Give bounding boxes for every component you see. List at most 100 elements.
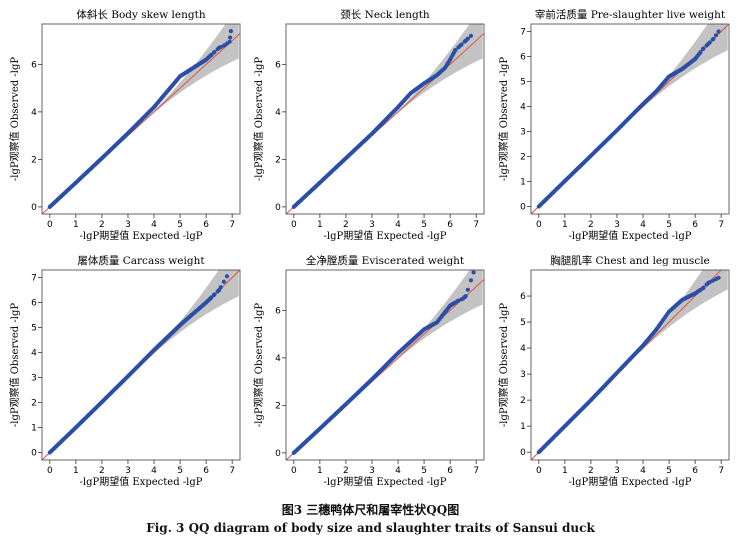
plot-area <box>286 24 484 214</box>
y-tick-label: 4 <box>31 108 37 118</box>
y-tick-label: 0 <box>520 448 526 458</box>
qq-panel: 0 1 2 3 4 5 6 7 0 1 2 3 4 5 6 胸腿肌率 Chest and leg muscle… <box>497 254 730 488</box>
x-tick-label: 3 <box>125 466 131 476</box>
figure-caption-en: Fig. 3 QQ diagram of body size and slaug… <box>146 521 595 535</box>
qq-point <box>713 277 719 282</box>
y-tick-label: 6 <box>275 60 281 70</box>
x-tick-label: 2 <box>343 220 349 230</box>
x-tick-label: 3 <box>369 220 375 230</box>
confidence-band <box>630 270 728 362</box>
y-tick-label: 5 <box>520 78 526 88</box>
qq-point <box>459 297 464 302</box>
qq-point <box>468 33 474 38</box>
chart-title: 体斜长 Body skew length <box>76 8 205 21</box>
qq-point <box>221 43 226 48</box>
x-tick-label: 3 <box>125 220 131 230</box>
qq-panel: 0 1 2 3 4 5 6 7 0 1 2 3 4 5 6 7 屠体质量 Carcass weight -lgP期… <box>8 255 241 488</box>
qq-point <box>224 41 230 46</box>
y-axis-label: -lgP观察值 Observed -lgP <box>8 57 21 181</box>
qq-point <box>224 274 230 279</box>
y-tick-label: 0 <box>31 203 37 213</box>
x-tick-label: 1 <box>562 220 568 230</box>
chart-title: 宰前活质量 Pre-slaughter live weight <box>535 8 726 21</box>
qq-point <box>453 300 458 305</box>
qq-point <box>704 43 709 48</box>
x-tick-label: 5 <box>666 220 672 230</box>
x-tick-label: 7 <box>718 466 724 476</box>
y-tick-label: 7 <box>31 274 37 284</box>
x-tick-label: 2 <box>99 220 105 230</box>
x-tick-label: 4 <box>151 466 157 476</box>
figure-caption-cn: 图3 三穗鸭体尺和屠宰性状QQ图 <box>281 503 460 517</box>
x-tick-label: 0 <box>47 466 53 476</box>
qq-point <box>209 295 214 300</box>
chart-title: 屠体质量 Carcass weight <box>77 255 205 267</box>
y-tick-label: 3 <box>31 374 37 384</box>
x-tick-label: 6 <box>692 466 698 476</box>
qq-point <box>462 39 467 44</box>
qq-point <box>698 50 703 55</box>
qq-point <box>218 285 223 290</box>
plot-frame <box>285 23 485 215</box>
y-tick-label: 2 <box>31 155 37 165</box>
plot-area <box>42 270 240 460</box>
qq-point <box>209 52 214 57</box>
plot-frame <box>41 23 241 215</box>
qq-point <box>453 48 458 53</box>
qq-point <box>456 298 461 303</box>
qq-point <box>228 29 233 34</box>
x-tick-label: 6 <box>203 466 209 476</box>
x-tick-label: 0 <box>291 466 297 476</box>
x-tick-label: 2 <box>99 466 105 476</box>
y-tick-label: 6 <box>275 306 281 316</box>
qq-panel: 0 1 2 3 4 5 6 7 0 2 4 6 体斜长 Body skew length -lgP期望值 … <box>8 8 241 242</box>
y-tick-label: 1 <box>31 424 37 434</box>
qq-panel: 0 1 2 3 4 5 6 7 0 2 4 6 颈长 Neck length -lgP期望值 Expect… <box>252 9 485 242</box>
x-axis-label: -lgP期望值 Expected -lgP <box>324 229 447 242</box>
qq-point <box>462 294 467 300</box>
y-axis-label: -lgP观察值 Observed -lgP <box>497 57 510 181</box>
qq-point <box>710 37 715 42</box>
qq-point <box>701 285 706 290</box>
y-tick-label: 0 <box>275 203 281 213</box>
chart-title: 全净膛质量 Eviscerated weight <box>306 254 465 267</box>
x-tick-label: 0 <box>47 220 53 230</box>
qq-point <box>456 45 461 50</box>
y-tick-label: 0 <box>275 449 281 459</box>
x-tick-label: 6 <box>447 466 453 476</box>
qq-panel: 0 1 2 3 4 5 6 7 0 1 2 3 4 5 6 7 宰前活质量 Pre-slaughter live… <box>497 8 730 242</box>
x-tick-label: 5 <box>421 220 427 230</box>
qq-point <box>215 289 220 294</box>
x-tick-label: 1 <box>317 466 323 476</box>
plot-frame <box>530 269 730 461</box>
plot-frame <box>530 23 730 215</box>
x-tick-label: 2 <box>343 466 349 476</box>
x-tick-label: 0 <box>536 466 542 476</box>
qq-point <box>716 29 721 34</box>
x-tick-label: 4 <box>640 466 646 476</box>
qq-point <box>704 282 709 287</box>
y-tick-label: 5 <box>520 318 526 328</box>
x-tick-label: 4 <box>395 466 401 476</box>
x-tick-label: 5 <box>177 466 183 476</box>
y-axis-label: -lgP观察值 Observed -lgP <box>8 303 21 427</box>
qq-point <box>710 278 715 283</box>
x-tick-label: 0 <box>536 220 542 230</box>
y-axis-label: -lgP观察值 Observed -lgP <box>252 303 265 427</box>
y-tick-label: 3 <box>520 370 526 380</box>
x-tick-label: 1 <box>73 220 79 230</box>
y-tick-label: 2 <box>31 399 37 409</box>
x-axis-label: -lgP期望值 Expected -lgP <box>80 229 203 242</box>
chart-title: 颈长 Neck length <box>340 9 430 21</box>
x-tick-label: 3 <box>614 220 620 230</box>
qq-point <box>215 47 220 52</box>
x-tick-label: 4 <box>640 220 646 230</box>
qq-point <box>707 40 712 45</box>
y-tick-label: 4 <box>275 354 281 364</box>
qq-point <box>698 287 703 293</box>
qq-point <box>221 279 226 284</box>
plot-frame <box>41 269 241 461</box>
x-tick-label: 7 <box>229 466 235 476</box>
x-tick-label: 3 <box>614 466 620 476</box>
